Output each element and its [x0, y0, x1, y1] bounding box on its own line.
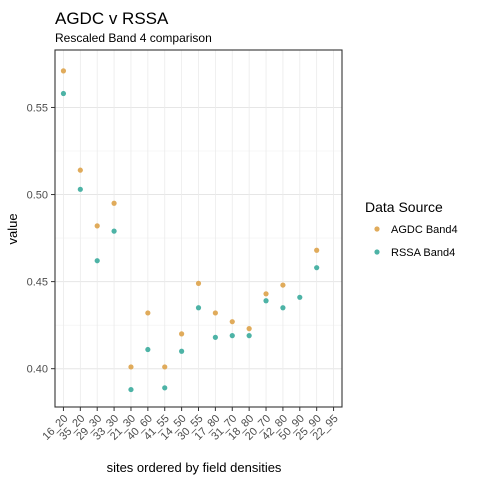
point-rssa-band4 — [280, 305, 286, 311]
point-agdc-band4 — [314, 247, 320, 253]
point-rssa-band4 — [314, 265, 320, 271]
legend-title: Data Source — [365, 199, 443, 215]
point-agdc-band4 — [212, 310, 218, 316]
point-agdc-band4 — [128, 364, 134, 370]
legend-label-rssa-band4: RSSA Band4 — [391, 247, 455, 259]
point-agdc-band4 — [263, 291, 269, 297]
point-rssa-band4 — [94, 258, 100, 264]
y-tick-label: 0.45 — [27, 277, 48, 289]
point-rssa-band4 — [212, 334, 218, 340]
point-rssa-band4 — [60, 90, 67, 97]
legend-key-agdc-band4 — [374, 226, 380, 232]
point-agdc-band4 — [162, 364, 168, 370]
point-rssa-band4 — [111, 228, 117, 234]
y-tick-label: 0.50 — [27, 190, 48, 202]
point-agdc-band4 — [246, 326, 252, 332]
point-agdc-band4 — [145, 310, 151, 316]
plot-panel: 0.400.450.500.5516_2035_2029_3033_3021_3… — [27, 49, 343, 443]
point-agdc-band4 — [60, 68, 67, 74]
point-agdc-band4 — [111, 200, 117, 206]
y-tick-label: 0.40 — [27, 364, 48, 376]
point-rssa-band4 — [145, 346, 151, 353]
x-axis-title: sites ordered by field densities — [107, 460, 282, 475]
y-axis-title: value — [5, 213, 20, 244]
point-rssa-band4 — [263, 298, 269, 304]
point-agdc-band4 — [77, 167, 83, 173]
point-agdc-band4 — [195, 280, 202, 286]
point-rssa-band4 — [229, 333, 235, 339]
point-rssa-band4 — [128, 386, 134, 393]
legend-key-rssa-band4 — [374, 249, 380, 255]
legend: Data Source AGDC Band4 RSSA Band4 — [365, 199, 458, 259]
point-rssa-band4 — [179, 348, 185, 354]
chart-subtitle: Rescaled Band 4 comparison — [55, 31, 212, 45]
point-agdc-band4 — [179, 331, 185, 337]
legend-label-agdc-band4: AGDC Band4 — [391, 224, 458, 236]
point-rssa-band4 — [195, 305, 202, 311]
chart-title: AGDC v RSSA — [55, 9, 169, 28]
point-agdc-band4 — [94, 223, 100, 229]
point-agdc-band4 — [280, 282, 286, 288]
point-agdc-band4 — [229, 319, 235, 325]
point-rssa-band4 — [77, 186, 83, 192]
y-tick-label: 0.55 — [27, 102, 48, 114]
point-rssa-band4 — [162, 385, 168, 391]
point-rssa-band4 — [297, 294, 303, 300]
point-rssa-band4 — [246, 333, 252, 339]
